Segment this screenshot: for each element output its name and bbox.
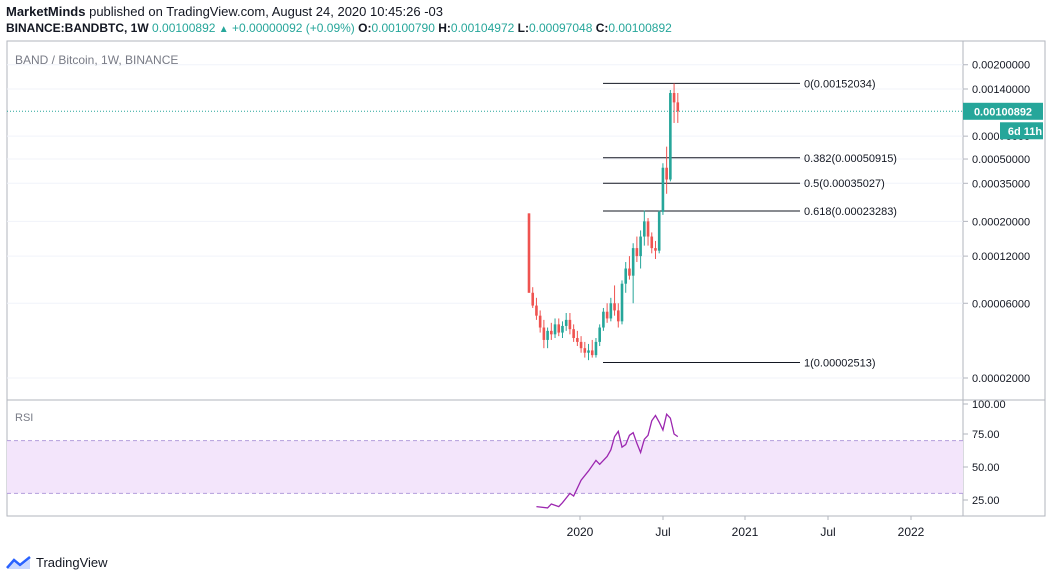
candle-body: [553, 324, 557, 335]
candle-body: [669, 93, 672, 180]
rsi-tick-label: 25.00: [972, 495, 1000, 507]
high-value: 0.00104972: [450, 21, 515, 35]
time-tick-label: 2020: [567, 525, 594, 539]
time-axis[interactable]: 2020 Jul 2021 Jul 2022: [567, 516, 925, 539]
fibonacci-retracement[interactable]: 0(0.00152034) 0.382(0.00050915) 0.5(0.0003…: [603, 78, 897, 369]
price-tick-label: 0.00200000: [972, 60, 1030, 72]
candle-body: [579, 341, 583, 349]
countdown-badge: [1000, 122, 1043, 140]
price-grid: [7, 64, 963, 379]
candle-body: [594, 341, 598, 356]
time-tick-label: 2021: [732, 525, 759, 539]
symbol-label: BINANCE:BANDBTC, 1W: [6, 21, 149, 35]
candle-body: [628, 268, 631, 276]
tradingview-brand[interactable]: TradingView: [6, 555, 108, 570]
close-value: 0.00100892: [608, 21, 672, 35]
chart-title: BAND / Bitcoin, 1W, BINANCE: [15, 53, 178, 67]
candle-body: [531, 292, 535, 306]
countdown-label: 6d 11h: [1008, 126, 1043, 138]
candle-body: [646, 221, 650, 237]
fib-level-label: 0.5(0.00035027): [804, 178, 885, 190]
candle-body: [538, 315, 542, 328]
rsi-tick-label: 50.00: [972, 462, 1000, 474]
candle-body: [564, 319, 568, 326]
candle-body: [535, 305, 538, 316]
candle-body: [602, 311, 605, 328]
candle-body: [561, 325, 564, 333]
rsi-tick-label: 100.00: [972, 399, 1006, 411]
low-value: 0.00097048: [528, 21, 593, 35]
candle-body: [576, 338, 579, 342]
candle-body: [661, 167, 665, 212]
rsi-axis: 100.00 75.00 50.00 25.00: [963, 399, 1006, 507]
price-tick-label: 0.00140000: [972, 84, 1030, 96]
brand-name: TradingView: [36, 555, 108, 570]
time-tick-label: Jul: [655, 525, 670, 539]
candle-body: [672, 93, 676, 103]
fib-level-label: 1(0.00002513): [804, 357, 876, 369]
price-tick-label: 0.00050000: [972, 154, 1030, 166]
price-tick-label: 0.00002000: [972, 373, 1030, 385]
author-name[interactable]: MarketMinds: [6, 4, 86, 19]
price-tick-label: 0.00035000: [972, 178, 1030, 190]
candle-body: [665, 167, 668, 180]
candle-body: [550, 330, 553, 335]
candle-body: [676, 102, 680, 112]
rsi-band: [7, 440, 963, 494]
candle-body: [557, 324, 561, 333]
candle-body: [654, 248, 657, 251]
candle-body: [527, 213, 531, 293]
open-value: 0.00100790: [371, 21, 435, 35]
publish-info: MarketMinds published on TradingView.com…: [6, 4, 443, 19]
rsi-line: [536, 412, 679, 509]
candle-body: [624, 268, 628, 284]
candle-body: [598, 327, 601, 342]
fib-level-label: 0(0.00152034): [804, 78, 876, 90]
candle-body: [572, 329, 575, 339]
last-price: 0.00100892: [152, 21, 216, 35]
price-change: +0.00000092 (+0.09%): [232, 21, 355, 35]
last-price-badge: [963, 102, 1043, 120]
open-label: O:: [358, 21, 372, 35]
rsi-title: RSI: [15, 412, 33, 424]
candle-body: [546, 330, 549, 340]
fib-level-label: 0.382(0.00050915): [804, 153, 897, 165]
high-label: H:: [438, 21, 451, 35]
candle-body: [587, 350, 590, 353]
candle-body: [635, 248, 639, 257]
candles: [527, 83, 680, 361]
candle-body: [542, 327, 546, 340]
candle-body: [568, 319, 572, 330]
tradingview-logo-icon: [6, 555, 31, 569]
candle-body: [605, 311, 609, 319]
rsi-tick-label: 75.00: [972, 429, 1000, 441]
candle-body: [620, 283, 624, 322]
candle-body: [631, 248, 635, 276]
up-arrow-icon: ▲: [218, 24, 229, 35]
candle-body: [590, 350, 594, 356]
close-label: C:: [595, 21, 609, 35]
price-tick-label: 0.00006000: [972, 298, 1030, 310]
fib-level-label: 0.618(0.00023283): [804, 206, 897, 218]
rsi-band-fill: [7, 440, 963, 494]
candle-body: [583, 348, 587, 353]
time-tick-label: 2022: [898, 525, 925, 539]
candle-body: [616, 310, 620, 322]
low-label: L:: [517, 21, 529, 35]
candle-body: [613, 303, 616, 311]
candle-body: [643, 221, 646, 237]
ohlc-legend: BINANCE:BANDBTC, 1W 0.00100892 ▲ +0.0000…: [6, 21, 672, 35]
candle-body: [650, 236, 654, 249]
publish-text: published on TradingView.com, August 24,…: [89, 4, 444, 19]
last-price-badge-label: 0.00100892: [974, 106, 1032, 118]
time-tick-label: Jul: [820, 525, 835, 539]
candle-body: [657, 211, 661, 251]
price-tick-label: 0.00020000: [972, 216, 1030, 228]
candle-body: [639, 236, 642, 257]
price-tick-label: 0.00012000: [972, 251, 1030, 263]
candle-body: [609, 303, 613, 319]
